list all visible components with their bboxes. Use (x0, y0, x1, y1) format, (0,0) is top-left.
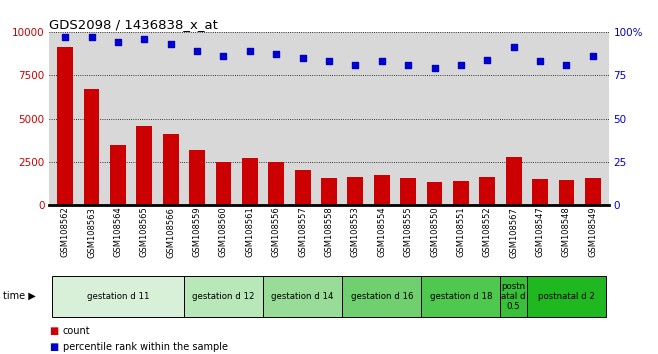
Point (403, 62, 413, 68)
Point (324, 58, 334, 64)
Text: gestation d 18: gestation d 18 (430, 292, 492, 301)
Text: ■: ■ (49, 342, 59, 352)
Point (60, 34, 70, 40)
Bar (532, 179, 548, 205)
Bar (400, 178, 416, 205)
Bar (585, 178, 601, 205)
Point (482, 57, 493, 62)
Bar (374, 175, 390, 205)
Text: count: count (63, 326, 90, 336)
Bar (559, 180, 574, 205)
Point (588, 53, 598, 59)
Point (165, 41, 176, 47)
Point (376, 58, 387, 64)
Bar (347, 177, 363, 205)
Bar (480, 177, 495, 205)
Bar (453, 181, 468, 205)
Point (350, 62, 361, 68)
Bar (57, 47, 73, 205)
Point (113, 39, 123, 45)
Point (271, 52, 282, 57)
Text: postnatal d 2: postnatal d 2 (538, 292, 595, 301)
Point (509, 45, 519, 50)
Point (86, 34, 97, 40)
Point (561, 62, 572, 68)
Point (192, 48, 203, 54)
Bar (295, 170, 311, 205)
Point (429, 65, 440, 71)
Bar (321, 178, 337, 205)
Point (245, 48, 255, 54)
Bar (506, 157, 522, 205)
Text: GDS2098 / 1436838_x_at: GDS2098 / 1436838_x_at (49, 18, 218, 31)
Text: ■: ■ (49, 326, 59, 336)
Point (218, 53, 229, 59)
Bar (190, 150, 205, 205)
Text: gestation d 11: gestation d 11 (87, 292, 149, 301)
Text: postn
atal d
0.5: postn atal d 0.5 (501, 281, 526, 312)
Bar (136, 126, 152, 205)
Point (535, 58, 545, 64)
Point (139, 36, 149, 42)
Text: gestation d 12: gestation d 12 (192, 292, 255, 301)
Point (455, 62, 466, 68)
Bar (268, 162, 284, 205)
Text: percentile rank within the sample: percentile rank within the sample (63, 342, 228, 352)
Bar (216, 162, 232, 205)
Bar (426, 182, 442, 205)
Text: gestation d 14: gestation d 14 (271, 292, 334, 301)
Bar (84, 89, 99, 205)
Bar (163, 134, 178, 205)
Text: gestation d 16: gestation d 16 (351, 292, 413, 301)
Text: time ▶: time ▶ (3, 291, 36, 301)
Bar (110, 144, 126, 205)
Point (297, 55, 308, 61)
Bar (242, 159, 258, 205)
